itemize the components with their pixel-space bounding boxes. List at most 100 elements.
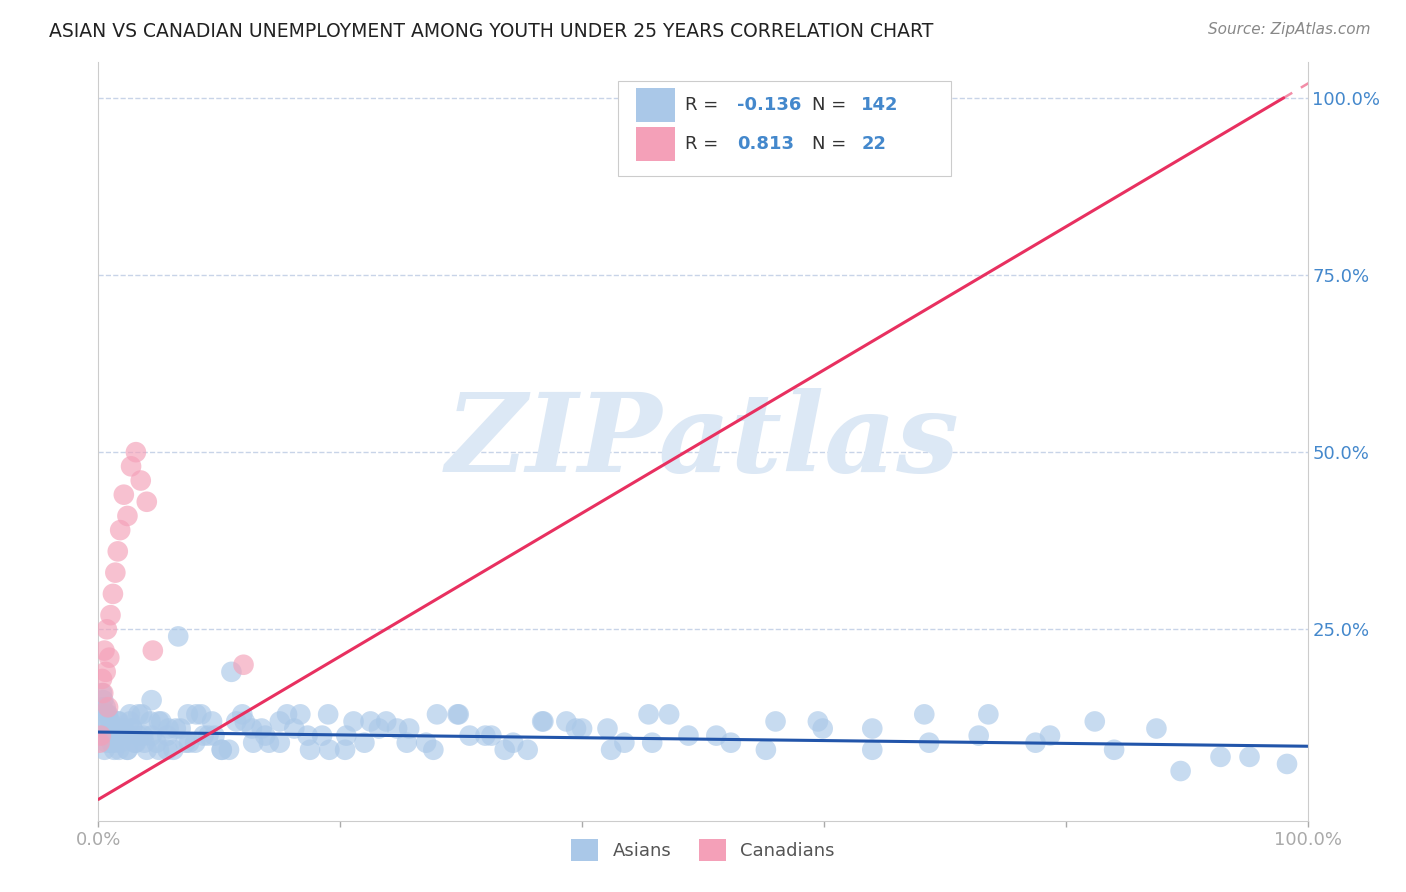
Point [811, 722, 834, 736]
Point [565, 722, 588, 736]
Point [967, 729, 990, 743]
Text: 0.813: 0.813 [737, 135, 794, 153]
Point [98, 650, 121, 665]
Point [108, 523, 131, 537]
Point [211, 743, 233, 757]
Point [89, 736, 111, 750]
Point [93, 743, 115, 757]
Point [225, 714, 247, 729]
Point [111, 729, 134, 743]
Point [94, 665, 117, 679]
Text: R =: R = [685, 96, 724, 114]
Point [108, 743, 131, 757]
Point [1084, 714, 1107, 729]
Text: ASIAN VS CANADIAN UNEMPLOYMENT AMONG YOUTH UNDER 25 YEARS CORRELATION CHART: ASIAN VS CANADIAN UNEMPLOYMENT AMONG YOU… [49, 22, 934, 41]
Point [148, 714, 170, 729]
Point [254, 729, 277, 743]
Point [96, 623, 118, 637]
Point [912, 707, 935, 722]
Point [91, 700, 114, 714]
Point [447, 707, 470, 722]
Point [385, 722, 408, 736]
Point [353, 736, 375, 750]
Point [765, 714, 787, 729]
Point [141, 729, 163, 743]
Point [233, 714, 256, 729]
Point [333, 743, 356, 757]
Point [104, 566, 127, 580]
Point [197, 729, 219, 743]
Point [276, 707, 298, 722]
Point [318, 743, 340, 757]
Point [977, 707, 1000, 722]
Point [94, 722, 117, 736]
Point [103, 743, 125, 757]
Point [269, 714, 291, 729]
FancyBboxPatch shape [619, 81, 950, 177]
Point [316, 707, 339, 722]
Point [162, 743, 184, 757]
Point [97, 700, 120, 714]
Point [127, 707, 149, 722]
Point [204, 729, 226, 743]
Point [96, 736, 118, 750]
Point [91, 729, 114, 743]
Point [105, 729, 128, 743]
Point [360, 714, 382, 729]
Point [1239, 750, 1261, 764]
Text: N =: N = [811, 96, 852, 114]
Point [186, 707, 208, 722]
Point [91, 686, 114, 700]
Point [218, 743, 240, 757]
Point [658, 707, 681, 722]
Point [415, 736, 437, 750]
Point [125, 445, 148, 459]
Point [257, 736, 280, 750]
Point [121, 722, 143, 736]
Point [150, 714, 173, 729]
Point [142, 643, 165, 657]
Text: -0.136: -0.136 [737, 96, 801, 114]
Point [121, 722, 143, 736]
Point [596, 722, 619, 736]
FancyBboxPatch shape [637, 128, 675, 161]
Point [494, 743, 516, 757]
Point [174, 736, 197, 750]
Point [474, 729, 496, 743]
Point [145, 736, 167, 750]
Point [269, 736, 291, 750]
Point [678, 729, 700, 743]
Point [107, 544, 129, 558]
Point [100, 608, 122, 623]
Point [98, 714, 121, 729]
Point [311, 729, 333, 743]
Point [179, 736, 201, 750]
Point [125, 736, 148, 750]
Text: 142: 142 [862, 96, 898, 114]
Point [720, 736, 742, 750]
Point [90, 714, 112, 729]
Point [231, 707, 253, 722]
Legend: Asians, Canadians: Asians, Canadians [564, 832, 842, 869]
Point [127, 729, 149, 743]
Point [481, 729, 503, 743]
Point [704, 729, 727, 743]
Point [446, 707, 468, 722]
Point [114, 729, 136, 743]
Text: Source: ZipAtlas.com: Source: ZipAtlas.com [1208, 22, 1371, 37]
Point [141, 693, 163, 707]
Point [242, 736, 264, 750]
Point [375, 714, 398, 729]
Point [108, 736, 131, 750]
Point [422, 743, 444, 757]
Point [91, 672, 114, 686]
Point [755, 743, 778, 757]
Point [193, 729, 215, 743]
Point [1146, 722, 1168, 736]
Point [112, 722, 135, 736]
Point [129, 474, 152, 488]
Point [1102, 743, 1125, 757]
Text: 22: 22 [862, 135, 886, 153]
Point [139, 714, 162, 729]
Point [860, 743, 883, 757]
